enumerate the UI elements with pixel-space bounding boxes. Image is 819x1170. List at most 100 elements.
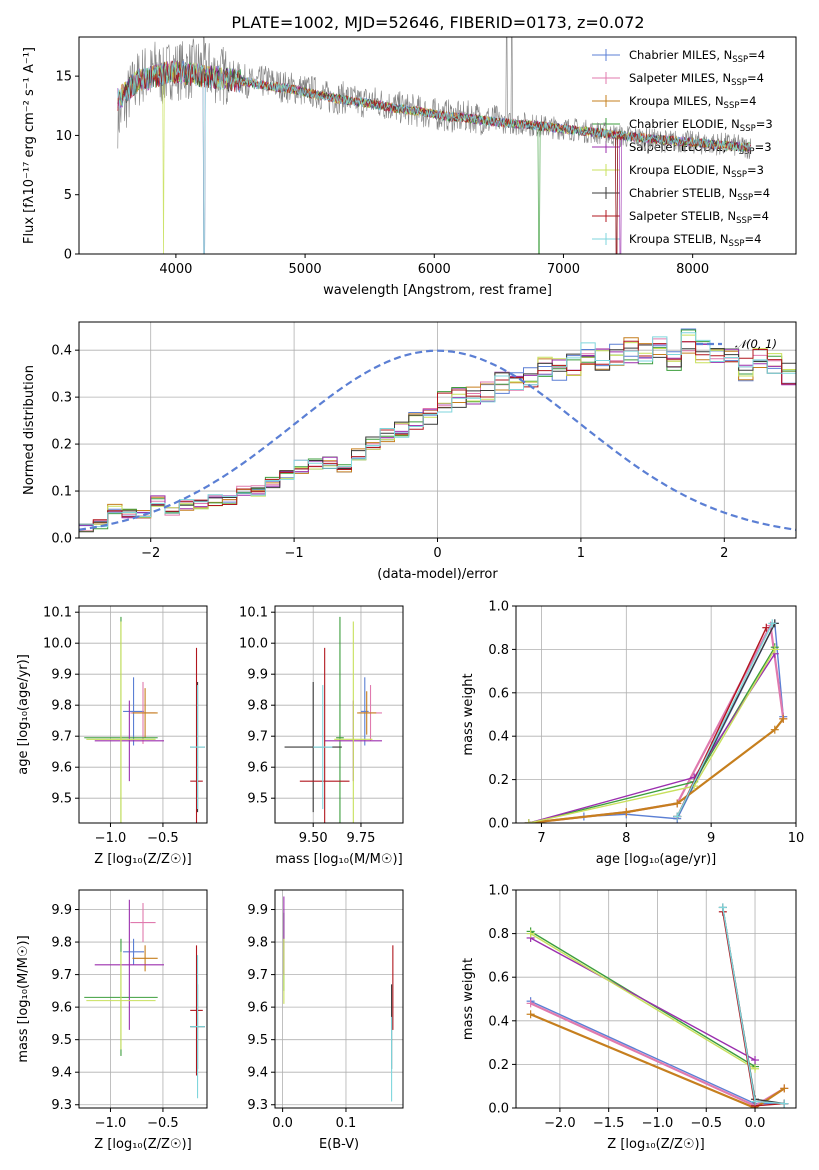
legend-subscript: SSP — [731, 78, 747, 88]
age-vs-mass-axes: 9.50 9.75 9.5 9.6 9.7 9.8 9.9 10.0 10.1 mass [log… — [239, 605, 404, 867]
mass-vs-ebv-ytick-label: 9.7 — [247, 968, 268, 983]
legend-subscript: SSP — [732, 55, 748, 65]
weight-vs-age-ytick-label: 0.6 — [488, 686, 509, 701]
mass-weight-line — [530, 933, 756, 1070]
weight-vs-z-xtick-label: 0.0 — [745, 1116, 766, 1131]
legend-nssp: =4 — [748, 48, 765, 62]
age-vs-z-frame — [78, 605, 208, 824]
mass-vs-z-ylabel: mass [log₁₀(M/M☉)] — [16, 935, 31, 1062]
legend-entry: Kroupa ELODIE, NSSP=3 — [629, 163, 764, 180]
spectrum-xlabel: wavelength [Angstrom, rest frame] — [323, 283, 552, 298]
weight-vs-age-xtick-label: 7 — [537, 831, 545, 846]
mass-vs-z-ytick-label: 9.9 — [51, 903, 72, 918]
mass-vs-z-xlabel: Z [log₁₀(Z/Z☉)] — [94, 1137, 191, 1152]
age-vs-z-ytick-label: 9.9 — [51, 668, 72, 683]
weight-vs-z-plot-area — [526, 903, 789, 1108]
weight-vs-age-frame — [515, 605, 797, 824]
mass-weight-line — [530, 937, 756, 1061]
legend-nssp: =4 — [752, 209, 769, 223]
model-spectrum-line — [117, 60, 751, 254]
weight-vs-age-xtick-label: 8 — [622, 831, 630, 846]
weight-vs-z-ylabel: mass weight — [461, 958, 476, 1040]
age-vs-z-panel — [79, 606, 207, 823]
weight-vs-age-plot-area — [524, 619, 788, 823]
age-vs-mass-panel — [275, 606, 403, 823]
age-vs-z-ytick-label: 10.0 — [43, 637, 72, 652]
age-vs-z-axes: −1.0 −0.5 9.5 9.6 9.7 9.8 9.9 10.0 10.1 Z [log₁₀(… — [16, 605, 208, 867]
mass-vs-ebv-ytick-label: 9.5 — [247, 1033, 268, 1048]
residuals-panel — [79, 322, 796, 539]
age-vs-mass-xlabel: mass [log₁₀(M/M☉)] — [275, 852, 402, 867]
weight-vs-z-xtick-label: −1.0 — [642, 1116, 674, 1131]
legend-nssp: =4 — [753, 186, 770, 200]
legend-entry: Chabrier ELODIE, NSSP=3 — [629, 117, 773, 134]
normal-reference-curve — [79, 349, 796, 531]
weight-vs-age-panel — [516, 605, 797, 824]
residuals-axes: −2 −1 0 1 2 0.0 0.1 0.2 0.3 0.4 (data-model)/error… — [22, 321, 797, 582]
residual-histogram — [79, 341, 796, 526]
weight-vs-z-ytick-label: 0.4 — [488, 1014, 509, 1029]
spectrum-frame — [78, 36, 797, 255]
weight-vs-z-ytick-label: 1.0 — [488, 884, 509, 899]
legend-subscript: SSP — [729, 239, 745, 249]
weight-vs-age-ytick-label: 0.8 — [488, 643, 509, 658]
mass-vs-ebv-ytick-label: 9.4 — [247, 1066, 268, 1081]
spectrum-xtick-label: 7000 — [547, 262, 580, 277]
spectrum-xtick-label: 5000 — [289, 262, 322, 277]
weight-vs-age-ytick-label: 0.4 — [488, 730, 509, 745]
legend-entry: Kroupa STELIB, NSSP=4 — [629, 232, 761, 249]
mass-weight-line — [528, 653, 776, 823]
legend-nssp: =4 — [744, 232, 761, 246]
age-vs-z-xtick-label: −0.5 — [147, 831, 179, 846]
mass-vs-ebv-ytick-label: 9.6 — [247, 1001, 268, 1016]
spectrum-ytick-label: 15 — [55, 70, 72, 85]
observed-spectrum-line — [117, 37, 752, 159]
legend-entry: Salpeter STELIB, NSSP=4 — [629, 209, 769, 226]
residuals-xtick-label: −1 — [285, 546, 304, 561]
legend-subscript: SSP — [740, 124, 756, 134]
weight-vs-age-xtick-label: 9 — [707, 831, 715, 846]
mass-vs-ebv-axes: 0.0 0.1 9.3 9.4 9.5 9.6 9.7 9.8 9.9 E(B-V) — [247, 889, 404, 1152]
spectrum-axes: 4000 5000 6000 7000 8000 0 5 10 15 wavelength [An… — [22, 36, 797, 298]
age-vs-z-ytick-label: 9.5 — [51, 792, 72, 807]
weight-vs-z-ytick-label: 0.0 — [488, 1102, 509, 1117]
mass-weight-line — [528, 718, 785, 823]
spectrum-legend: Chabrier MILES, NSSP=4 Salpeter MILES, NS… — [592, 48, 773, 249]
age-vs-mass-ytick-label: 9.8 — [247, 699, 268, 714]
mass-vs-z-panel — [79, 890, 207, 1108]
residuals-ytick-label: 0.4 — [51, 344, 72, 359]
age-vs-mass-ytick-label: 10.0 — [239, 637, 268, 652]
spectrum-xtick-label: 4000 — [159, 262, 192, 277]
spectrum-xtick-label: 6000 — [418, 262, 451, 277]
mass-vs-ebv-xlabel: E(B-V) — [319, 1137, 359, 1152]
legend-entry: Salpeter MILES, NSSP=4 — [629, 71, 764, 88]
weight-vs-z-axes: −2.0 −1.5 −1.0 −0.5 0.0 0.0 0.2 0.4 0.6 0.8 1.0 Z [… — [461, 884, 797, 1152]
residuals-ytick-label: 0.1 — [51, 485, 72, 500]
legend-nssp: =4 — [747, 71, 764, 85]
residuals-ylabel: Normed distribution — [22, 365, 37, 495]
mass-vs-z-ytick-label: 9.3 — [51, 1098, 72, 1113]
mass-vs-z-frame — [78, 889, 208, 1109]
age-vs-z-ytick-label: 9.7 — [51, 730, 72, 745]
age-vs-mass-ytick-label: 9.7 — [247, 730, 268, 745]
weight-vs-age-ytick-label: 0.2 — [488, 773, 509, 788]
weight-vs-age-xtick-label: 10 — [788, 831, 805, 846]
mass-vs-ebv-panel — [275, 890, 403, 1108]
mass-vs-ebv-ytick-label: 9.8 — [247, 936, 268, 951]
weight-vs-z-xtick-label: −1.5 — [593, 1116, 625, 1131]
weight-vs-z-ytick-label: 0.2 — [488, 1058, 509, 1073]
legend-subscript: SSP — [739, 147, 755, 157]
mass-vs-z-ytick-label: 9.7 — [51, 968, 72, 983]
weight-vs-z-xtick-label: −2.0 — [544, 1116, 576, 1131]
mass-vs-ebv-ytick-label: 9.3 — [247, 1098, 268, 1113]
age-vs-z-plot-area — [84, 616, 205, 823]
age-vs-z-ytick-label: 10.1 — [43, 606, 72, 621]
age-vs-mass-ytick-label: 9.5 — [247, 792, 268, 807]
legend-subscript: SSP — [724, 101, 740, 111]
mass-vs-z-axes: −1.0 −0.5 9.3 9.4 9.5 9.6 9.7 9.8 9.9 Z [log₁₀(Z/… — [16, 889, 208, 1152]
weight-vs-z-panel — [516, 889, 796, 1109]
age-vs-z-ytick-label: 9.8 — [51, 699, 72, 714]
mass-weight-line — [722, 907, 785, 1105]
residual-legend-label: 𝒩(0, 1) — [735, 337, 777, 351]
